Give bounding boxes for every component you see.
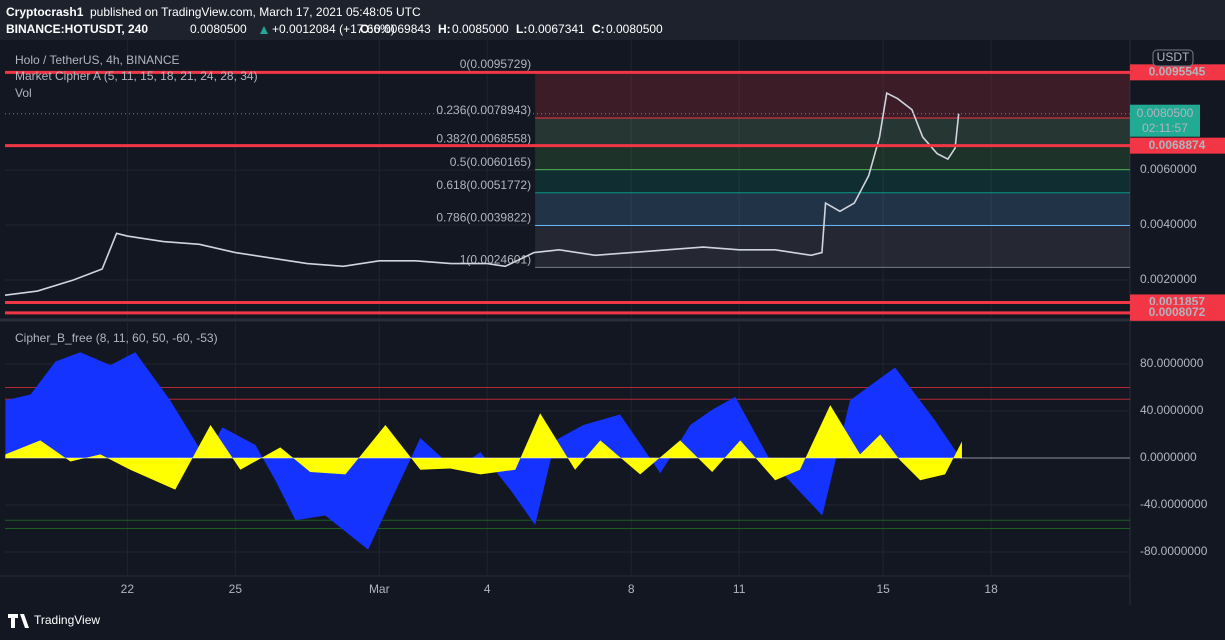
ohlc-label: L:: [516, 22, 527, 36]
fib-label: 0(0.0095729): [460, 57, 531, 71]
ohlc-label: C:: [592, 22, 605, 36]
fib-label: 0.382(0.0068558): [436, 132, 531, 146]
price-label: 0.0068874: [1149, 138, 1206, 152]
fib-zone: [535, 117, 1130, 147]
footer: [0, 605, 1225, 640]
fib-label: 0.786(0.0039822): [436, 211, 531, 225]
fib-zone: [535, 146, 1130, 170]
brand: TradingView: [34, 613, 100, 627]
y-tick-label: -40.0000000: [1140, 497, 1208, 511]
fib-zone: [535, 225, 1130, 268]
x-tick-label: 11: [733, 582, 746, 596]
last-price: 0.0080500: [190, 22, 247, 36]
y-tick-label: -80.0000000: [1140, 544, 1208, 558]
ohlc-label: H:: [438, 22, 451, 36]
y-tick-label: 0.0000000: [1140, 450, 1197, 464]
y-tick-label: 0.0040000: [1140, 217, 1197, 231]
price-label-box: [1130, 64, 1225, 81]
publisher: Cryptocrash1: [6, 5, 84, 19]
ohlc-label: O:: [360, 22, 373, 36]
indicator-label: Market Cipher A (5, 11, 15, 18, 21, 24, …: [15, 69, 258, 83]
last-price-label: 0.0080500: [1137, 106, 1194, 120]
y-tick-label: 0.0020000: [1140, 272, 1197, 286]
header-bar: [0, 0, 1225, 40]
x-tick-label: 8: [628, 582, 635, 596]
indicator-title: Cipher_B_free (8, 11, 60, 50, -60, -53): [15, 331, 218, 345]
countdown: 02:11:57: [1142, 121, 1188, 135]
ohlc-value: 0.0080500: [606, 22, 663, 36]
x-tick-label: 15: [876, 582, 890, 596]
price-line: [4, 91, 960, 296]
change: +0.0012084 (+17.66%): [272, 22, 395, 36]
y-tick-label: 80.0000000: [1140, 356, 1204, 370]
published: published on TradingView.com, March 17, …: [90, 5, 421, 19]
x-tick-label: 4: [484, 582, 491, 596]
currency-box: [1152, 49, 1194, 67]
y-tick-label: 0.0060000: [1140, 162, 1197, 176]
indicator-label: Vol: [15, 86, 32, 100]
price-label: 0.0095545: [1149, 64, 1206, 78]
fib-zone: [535, 192, 1130, 226]
fib-label: 0.5(0.0060165): [450, 155, 531, 169]
logo: [8, 614, 29, 628]
last-price-box: [1130, 104, 1200, 137]
symbol: BINANCE:HOTUSDT, 240: [6, 22, 148, 36]
ohlc-value: 0.0069843: [374, 22, 431, 36]
wave-area: [5, 405, 962, 490]
price-label-box: [1130, 304, 1225, 321]
fib-zone: [535, 169, 1130, 193]
price-label: 0.0008072: [1149, 305, 1206, 319]
legend-title: Holo / TetherUS, 4h, BINANCE: [15, 53, 180, 67]
x-tick-label: Mar: [369, 582, 390, 596]
x-tick-label: 22: [121, 582, 135, 596]
fib-zone: [535, 71, 1130, 118]
ohlc-value: 0.0067341: [528, 22, 585, 36]
fib-label: 0.236(0.0078943): [436, 103, 531, 117]
currency: USDT: [1157, 50, 1190, 64]
x-tick-label: 25: [229, 582, 243, 596]
x-tick-label: 18: [984, 582, 998, 596]
up-arrow: [260, 26, 268, 34]
fib-label: 0.618(0.0051772): [436, 178, 531, 192]
y-tick-label: 40.0000000: [1140, 403, 1204, 417]
price-label-box: [1130, 137, 1225, 154]
ohlc-value: 0.0085000: [452, 22, 509, 36]
